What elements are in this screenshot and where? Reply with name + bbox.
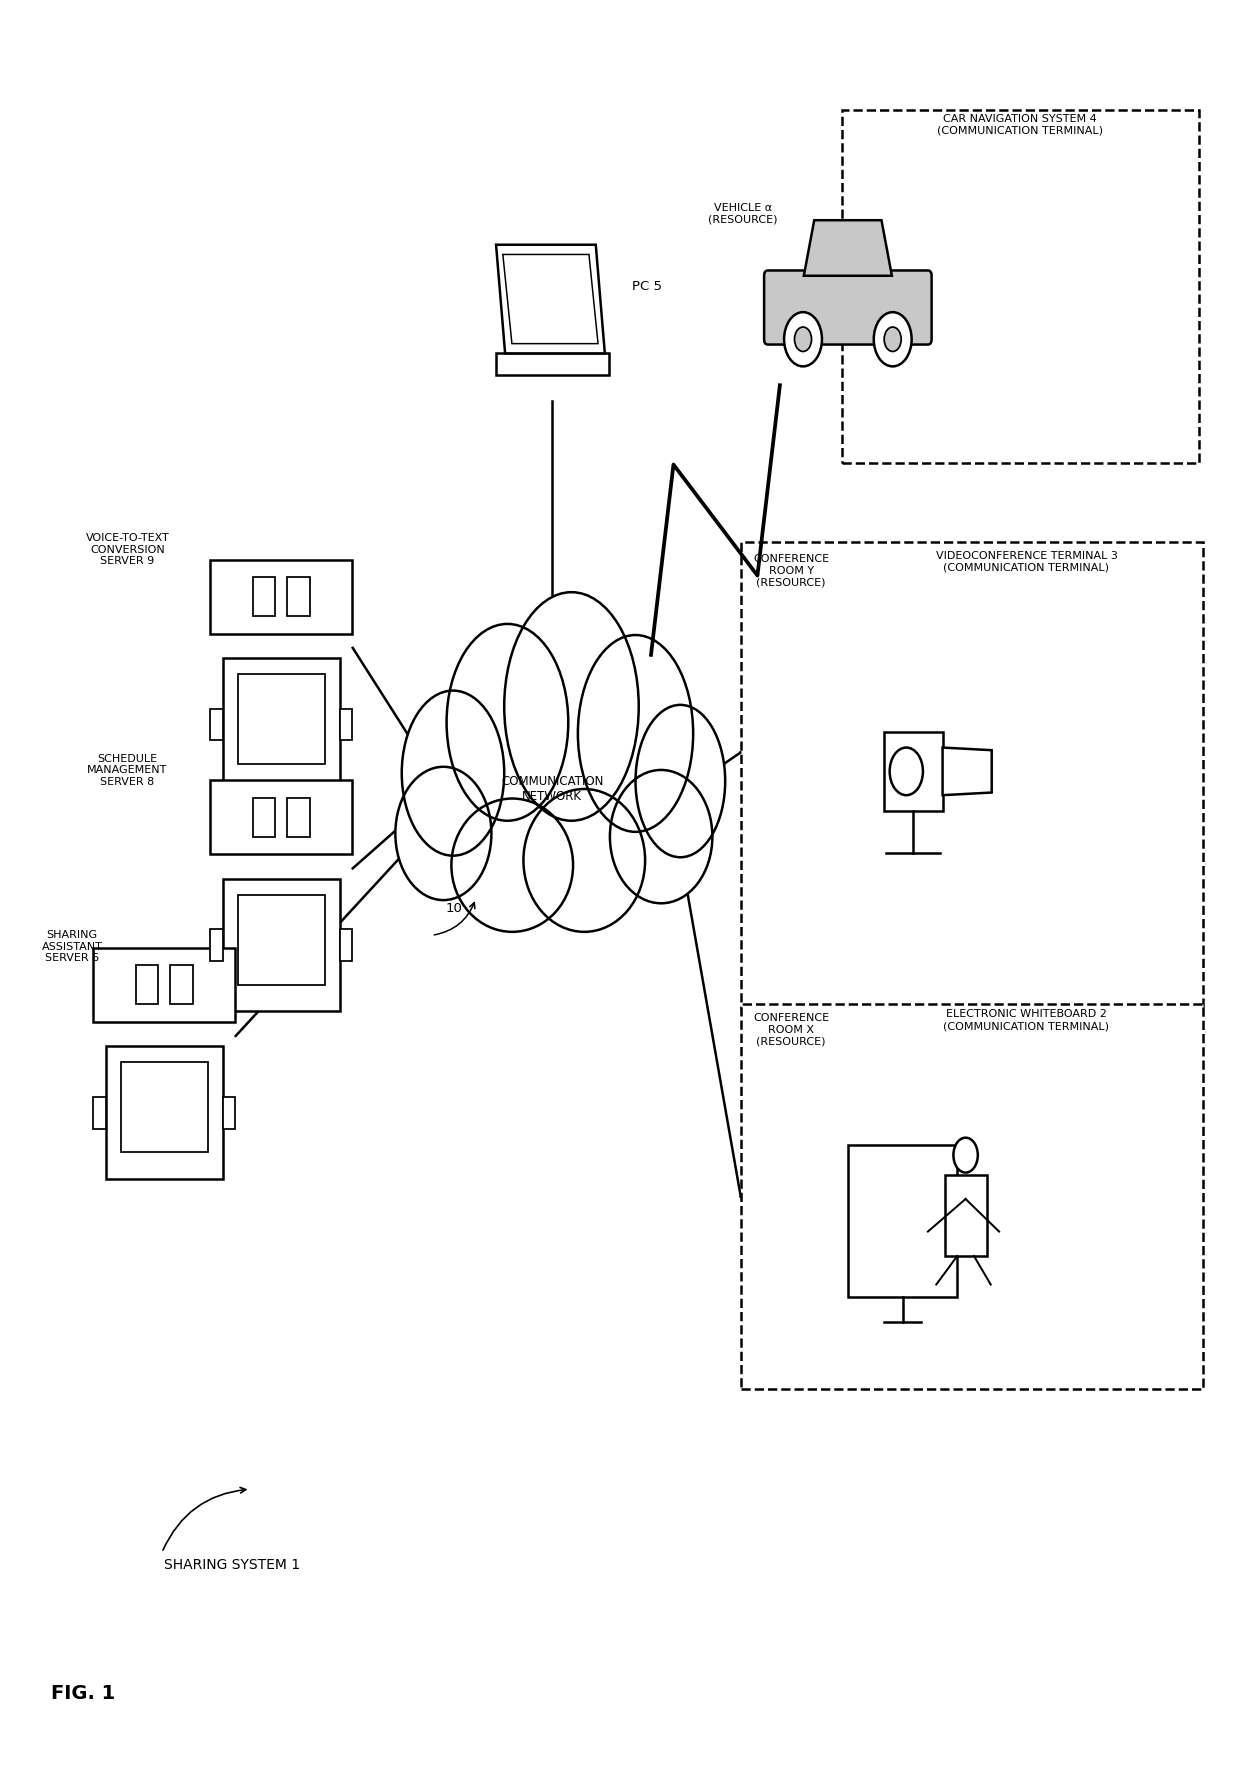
- Ellipse shape: [396, 767, 491, 900]
- FancyBboxPatch shape: [211, 929, 223, 960]
- FancyBboxPatch shape: [496, 353, 609, 374]
- Circle shape: [795, 328, 811, 351]
- Circle shape: [874, 312, 911, 367]
- FancyBboxPatch shape: [945, 1175, 987, 1256]
- Ellipse shape: [446, 624, 568, 820]
- Text: 10: 10: [445, 902, 463, 916]
- Text: CAR NAVIGATION SYSTEM 4
(COMMUNICATION TERMINAL): CAR NAVIGATION SYSTEM 4 (COMMUNICATION T…: [937, 113, 1104, 135]
- FancyBboxPatch shape: [842, 110, 1199, 462]
- Text: SCHEDULE
MANAGEMENT
SERVER 8: SCHEDULE MANAGEMENT SERVER 8: [87, 753, 167, 787]
- FancyBboxPatch shape: [340, 709, 352, 741]
- FancyBboxPatch shape: [93, 948, 236, 1022]
- Text: COMMUNICATION
NETWORK: COMMUNICATION NETWORK: [501, 774, 604, 803]
- FancyBboxPatch shape: [211, 709, 223, 741]
- FancyBboxPatch shape: [223, 659, 340, 790]
- Ellipse shape: [451, 799, 573, 932]
- FancyBboxPatch shape: [288, 578, 310, 617]
- Circle shape: [889, 748, 923, 796]
- FancyBboxPatch shape: [340, 929, 352, 960]
- Text: VOICE-TO-TEXT
CONVERSION
SERVER 9: VOICE-TO-TEXT CONVERSION SERVER 9: [86, 533, 169, 567]
- Circle shape: [884, 328, 901, 351]
- Text: CONFERENCE
ROOM X
(RESOURCE): CONFERENCE ROOM X (RESOURCE): [753, 1014, 830, 1045]
- Ellipse shape: [636, 705, 725, 858]
- FancyBboxPatch shape: [93, 1097, 105, 1129]
- FancyBboxPatch shape: [253, 797, 275, 836]
- Text: SHARING SYSTEM 1: SHARING SYSTEM 1: [164, 1558, 300, 1572]
- FancyBboxPatch shape: [764, 271, 931, 344]
- Text: SHARING
ASSISTANT
SERVER 6: SHARING ASSISTANT SERVER 6: [41, 930, 103, 964]
- Polygon shape: [496, 245, 605, 353]
- Polygon shape: [804, 220, 892, 276]
- Text: PC 5: PC 5: [632, 280, 662, 292]
- FancyBboxPatch shape: [253, 578, 275, 617]
- Circle shape: [784, 312, 822, 367]
- Text: VEHICLE α
(RESOURCE): VEHICLE α (RESOURCE): [708, 204, 777, 225]
- FancyBboxPatch shape: [884, 732, 942, 812]
- FancyBboxPatch shape: [740, 542, 1203, 1010]
- Ellipse shape: [424, 709, 681, 868]
- Ellipse shape: [523, 789, 645, 932]
- FancyBboxPatch shape: [170, 966, 192, 1005]
- Text: ELECTRONIC WHITEBOARD 2
(COMMUNICATION TERMINAL): ELECTRONIC WHITEBOARD 2 (COMMUNICATION T…: [944, 1010, 1110, 1031]
- FancyBboxPatch shape: [238, 895, 325, 985]
- Ellipse shape: [505, 592, 639, 820]
- Ellipse shape: [610, 771, 712, 904]
- FancyBboxPatch shape: [848, 1145, 957, 1297]
- FancyBboxPatch shape: [211, 560, 352, 634]
- FancyBboxPatch shape: [740, 1005, 1203, 1389]
- Polygon shape: [503, 255, 598, 344]
- Polygon shape: [942, 748, 992, 796]
- FancyBboxPatch shape: [238, 675, 325, 764]
- Text: VIDEOCONFERENCE TERMINAL 3
(COMMUNICATION TERMINAL): VIDEOCONFERENCE TERMINAL 3 (COMMUNICATIO…: [935, 551, 1117, 572]
- Circle shape: [954, 1138, 978, 1173]
- FancyBboxPatch shape: [211, 780, 352, 854]
- Text: FIG. 1: FIG. 1: [51, 1683, 115, 1703]
- FancyBboxPatch shape: [288, 797, 310, 836]
- Ellipse shape: [578, 634, 693, 831]
- FancyBboxPatch shape: [136, 966, 159, 1005]
- FancyBboxPatch shape: [223, 1097, 236, 1129]
- FancyBboxPatch shape: [122, 1063, 207, 1152]
- FancyBboxPatch shape: [105, 1047, 223, 1178]
- Ellipse shape: [402, 691, 505, 856]
- Text: CONFERENCE
ROOM Y
(RESOURCE): CONFERENCE ROOM Y (RESOURCE): [753, 555, 830, 588]
- FancyBboxPatch shape: [223, 879, 340, 1012]
